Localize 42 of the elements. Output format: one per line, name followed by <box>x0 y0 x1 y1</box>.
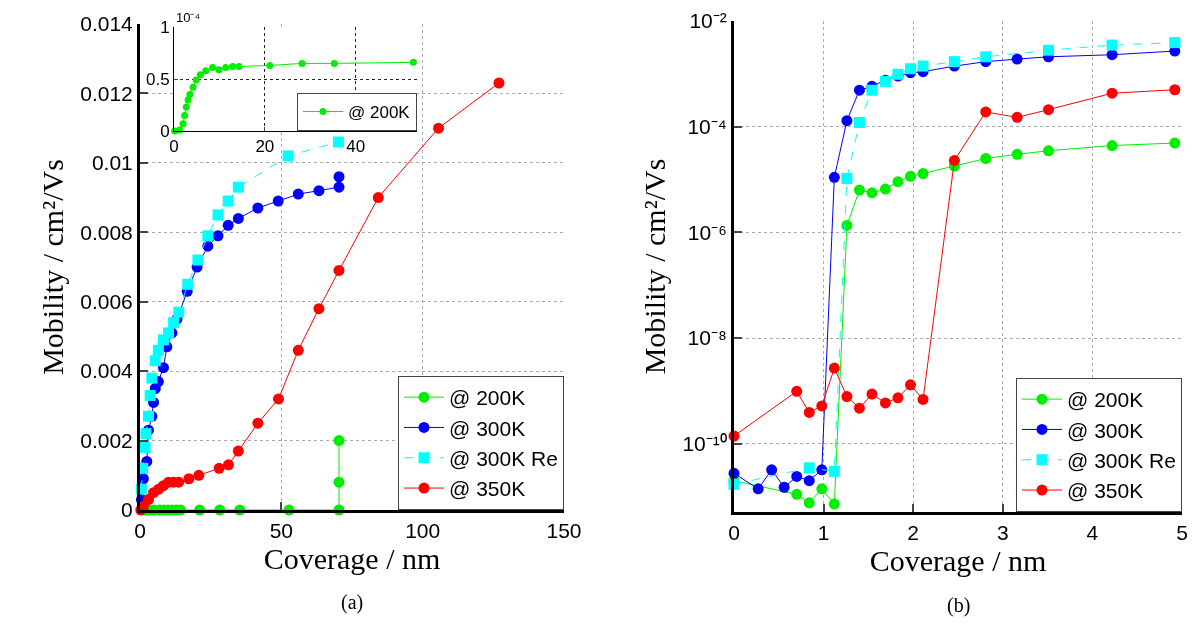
legend-label: @ 300K <box>1067 418 1144 442</box>
legend-label: @ 300K Re <box>449 446 558 470</box>
legend-label: @ 300K Re <box>1067 448 1176 472</box>
x-axis-title: Coverage / nm <box>263 542 441 576</box>
y-axis-title: 10⁻⁴ <box>176 10 201 25</box>
x-tick-label: 2 <box>907 521 920 545</box>
text: (a) <box>341 591 364 614</box>
y-tick-label: 1 <box>160 17 170 37</box>
y-tick-label: 0 <box>121 498 133 522</box>
y-tick-label: 10⁻⁶ <box>687 220 727 244</box>
x-tick-label: 5 <box>1176 521 1188 545</box>
x-tick-label: 20 <box>255 137 275 157</box>
legend-label: @ 200K <box>348 103 411 123</box>
y-tick-label: 0 <box>160 121 170 141</box>
legend-label: @ 350K <box>449 477 526 501</box>
y-tick-label: 0.002 <box>80 428 133 452</box>
y-tick-label: 0.004 <box>80 359 134 383</box>
y-tick-label: 0.012 <box>80 81 133 105</box>
text: (b) <box>947 594 971 617</box>
x-tick-label: 150 <box>546 519 582 543</box>
y-tick-label: 10⁻¹⁰ <box>682 432 727 456</box>
x-tick-label: 40 <box>346 137 366 157</box>
y-tick-label: 0.008 <box>80 220 133 244</box>
legend-label: @ 200K <box>449 386 526 410</box>
y-tick-label: 0.014 <box>80 12 134 36</box>
y-tick-label: 10⁻² <box>689 9 727 33</box>
legend-label: @ 350K <box>1067 479 1144 503</box>
x-tick-label: 100 <box>405 519 441 543</box>
y-tick-label: 10⁻⁸ <box>687 326 727 350</box>
y-axis-title: Mobility / cm²/Vs <box>36 159 70 375</box>
y-tick-label: 0.01 <box>91 151 133 175</box>
legend-label: @ 200K <box>1067 388 1144 412</box>
y-axis-title: Mobility / cm²/Vs <box>638 158 672 375</box>
x-tick-label: 3 <box>996 521 1009 545</box>
x-axis-title: Coverage / nm <box>869 544 1047 578</box>
legend-label: @ 300K <box>449 416 526 440</box>
y-tick-label: 0.006 <box>80 290 133 314</box>
x-tick-label: 50 <box>269 519 294 543</box>
x-tick-label: 1 <box>817 521 830 545</box>
x-tick-label: 4 <box>1086 521 1099 545</box>
y-tick-label: 0.5 <box>145 69 170 89</box>
y-tick-label: 10⁻⁴ <box>687 115 727 139</box>
